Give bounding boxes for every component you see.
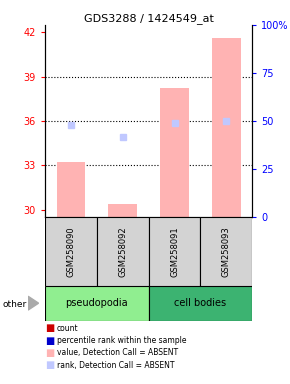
Text: percentile rank within the sample: percentile rank within the sample <box>57 336 186 345</box>
Text: ■: ■ <box>45 360 54 370</box>
Text: other: other <box>3 300 27 309</box>
Bar <box>45 217 97 286</box>
Text: count: count <box>57 324 78 333</box>
Bar <box>148 286 252 321</box>
Bar <box>57 162 85 217</box>
Title: GDS3288 / 1424549_at: GDS3288 / 1424549_at <box>84 13 213 24</box>
Text: GSM258092: GSM258092 <box>118 226 127 277</box>
Text: pseudopodia: pseudopodia <box>66 298 128 308</box>
Polygon shape <box>28 296 39 310</box>
Text: GSM258093: GSM258093 <box>222 226 231 277</box>
Bar <box>108 204 137 217</box>
Bar <box>45 286 148 321</box>
Text: value, Detection Call = ABSENT: value, Detection Call = ABSENT <box>57 348 178 358</box>
Text: GSM258090: GSM258090 <box>66 226 75 277</box>
Text: ■: ■ <box>45 348 54 358</box>
Bar <box>148 217 200 286</box>
Text: ■: ■ <box>45 336 54 346</box>
Bar <box>200 217 252 286</box>
Text: ■: ■ <box>45 323 54 333</box>
Bar <box>97 217 148 286</box>
Text: cell bodies: cell bodies <box>174 298 226 308</box>
Text: GSM258091: GSM258091 <box>170 226 179 277</box>
Bar <box>160 88 189 217</box>
Text: rank, Detection Call = ABSENT: rank, Detection Call = ABSENT <box>57 361 174 370</box>
Bar <box>212 38 241 217</box>
